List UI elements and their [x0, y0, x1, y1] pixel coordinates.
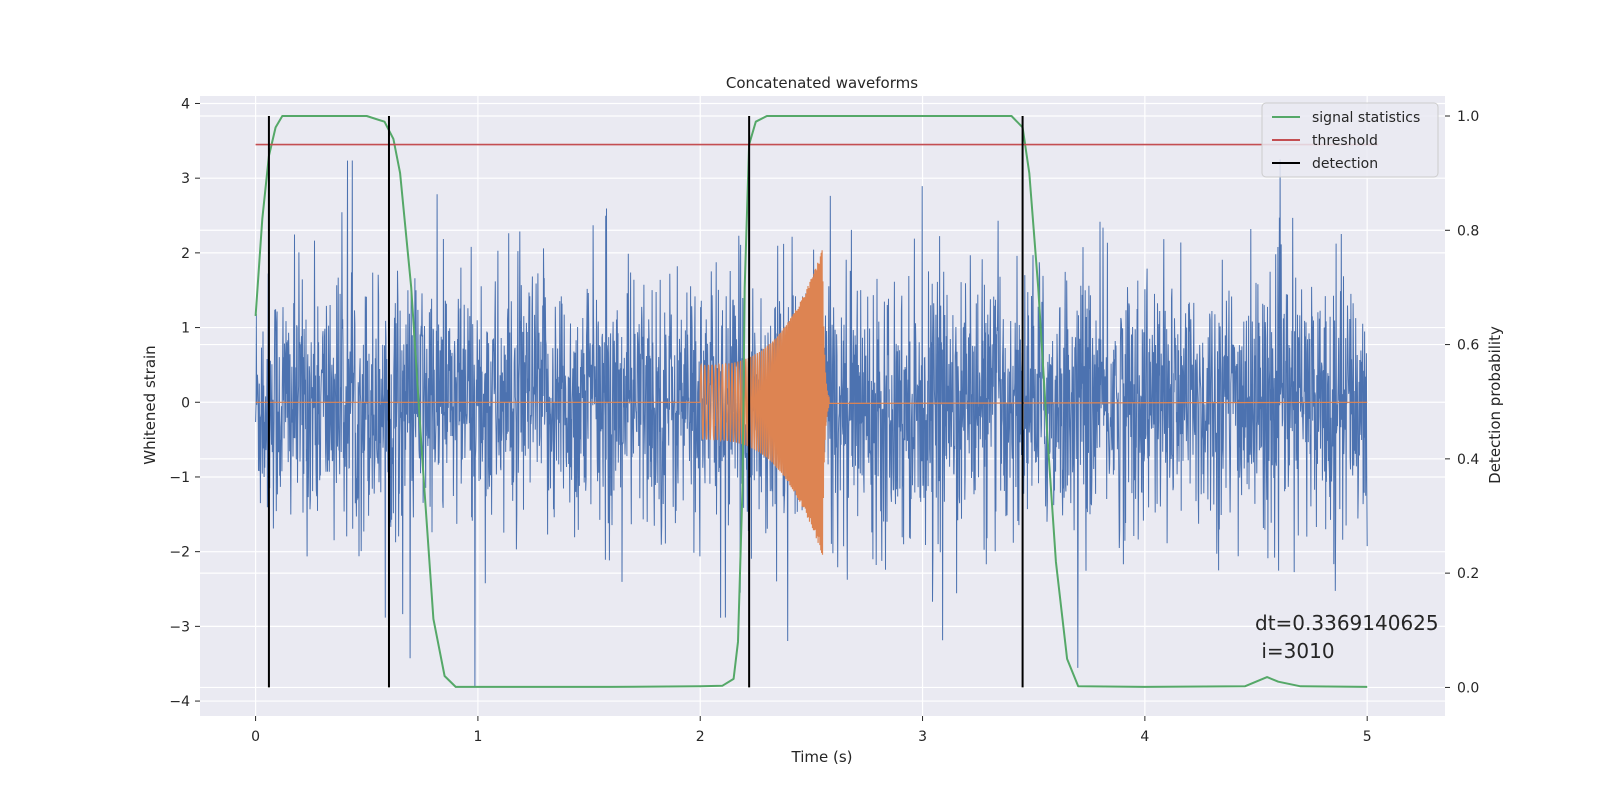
- x-tick-label: 2: [696, 729, 705, 745]
- x-tick-label: 5: [1363, 729, 1372, 745]
- legend-label-signal-statistics: signal statistics: [1312, 110, 1420, 126]
- y-right-tick-label: 0.6: [1457, 338, 1479, 354]
- x-tick-label: 3: [918, 729, 927, 745]
- chart-title: Concatenated waveforms: [726, 74, 918, 92]
- x-axis-label: Time (s): [791, 748, 853, 766]
- y-tick-label: −2: [169, 545, 190, 561]
- y-tick-label: 1: [181, 321, 190, 337]
- y-right-tick-label: 0.4: [1457, 452, 1479, 468]
- x-axis-ticks: 0 1 2 3 4 5: [251, 716, 1372, 745]
- y-axis-label: Whitened strain: [141, 345, 159, 464]
- legend-label-threshold: threshold: [1312, 133, 1378, 149]
- y-tick-label: −4: [169, 694, 190, 710]
- y-right-tick-label: 1.0: [1457, 109, 1479, 125]
- y-tick-label: −1: [169, 470, 190, 486]
- signal-statistics-line: [254, 115, 1368, 688]
- y-right-tick-label: 0.2: [1457, 566, 1479, 582]
- x-tick-label: 0: [251, 729, 260, 745]
- detection-series: [267, 116, 1024, 688]
- y-tick-label: 0: [181, 395, 190, 411]
- x-tick-label: 4: [1140, 729, 1149, 745]
- y-tick-label: 3: [181, 171, 190, 187]
- y-right-axis-label: Detection probability: [1486, 326, 1504, 484]
- x-tick-label: 1: [473, 729, 482, 745]
- y-right-axis-ticks: 0.0 0.2 0.4 0.6 0.8 1.0: [1445, 109, 1479, 696]
- annotation-dt: dt=0.3369140625: [1255, 611, 1439, 635]
- y-axis-ticks: −4 −3 −2 −1 0 1 2 3 4: [169, 96, 200, 710]
- legend: signal statistics threshold detection: [1261, 102, 1439, 178]
- annotation-i: i=3010: [1255, 639, 1335, 663]
- injected-signal-line: [255, 250, 1368, 555]
- y-right-tick-label: 0.0: [1457, 680, 1479, 696]
- legend-box: [1261, 102, 1439, 178]
- y-tick-label: −3: [169, 619, 190, 635]
- y-tick-label: 4: [181, 96, 190, 112]
- signal-statistics-series: [254, 115, 1368, 688]
- y-tick-label: 2: [181, 246, 190, 262]
- y-right-tick-label: 0.8: [1457, 223, 1479, 239]
- legend-label-detection: detection: [1312, 156, 1378, 172]
- injected-signal-series: [255, 250, 1368, 555]
